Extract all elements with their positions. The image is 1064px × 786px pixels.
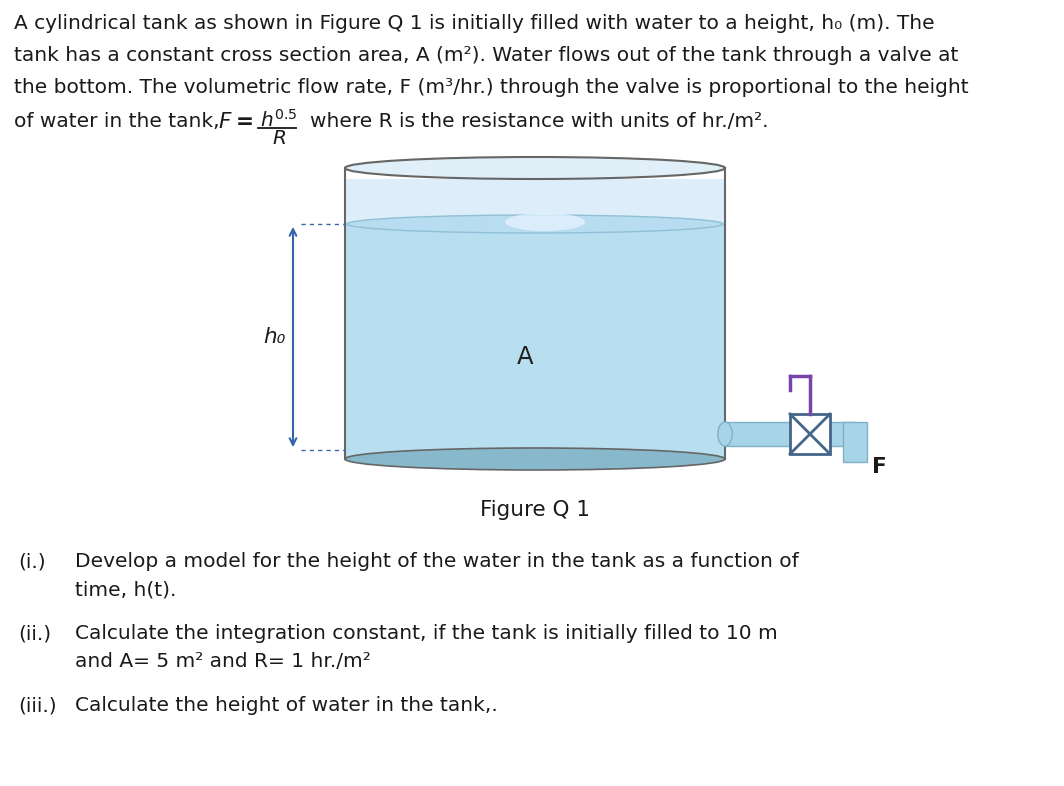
Text: (i.): (i.) xyxy=(18,552,46,571)
Text: Figure Q 1: Figure Q 1 xyxy=(480,500,591,520)
Text: the bottom. The volumetric flow rate, F (m³/hr.) through the valve is proportion: the bottom. The volumetric flow rate, F … xyxy=(14,78,968,97)
Bar xyxy=(789,414,830,454)
Bar xyxy=(346,224,724,459)
Text: A: A xyxy=(517,344,533,369)
Ellipse shape xyxy=(345,157,725,179)
Ellipse shape xyxy=(345,448,725,470)
Text: Develop a model for the height of the water in the tank as a function of: Develop a model for the height of the wa… xyxy=(74,552,799,571)
Bar xyxy=(843,422,867,462)
Text: $h^{0.5}$: $h^{0.5}$ xyxy=(260,109,297,131)
Text: A cylindrical tank as shown in Figure Q 1 is initially filled with water to a he: A cylindrical tank as shown in Figure Q … xyxy=(14,14,934,33)
Text: $\it{R}$: $\it{R}$ xyxy=(272,129,286,148)
Text: time, h(t).: time, h(t). xyxy=(74,580,177,599)
Bar xyxy=(725,422,789,446)
Bar xyxy=(346,179,724,224)
Ellipse shape xyxy=(718,422,732,446)
Text: tank has a constant cross section area, A (m²). Water flows out of the tank thro: tank has a constant cross section area, … xyxy=(14,46,959,65)
Text: Calculate the height of water in the tank,.: Calculate the height of water in the tan… xyxy=(74,696,498,715)
Text: =: = xyxy=(236,112,254,132)
Text: F: F xyxy=(872,457,886,477)
Text: of water in the tank,: of water in the tank, xyxy=(14,112,219,131)
Text: and A= 5 m² and R= 1 hr./m²: and A= 5 m² and R= 1 hr./m² xyxy=(74,652,370,671)
Bar xyxy=(345,179,725,459)
Text: (ii.): (ii.) xyxy=(18,624,51,643)
Text: $\it{F}$: $\it{F}$ xyxy=(218,112,233,132)
Bar xyxy=(830,422,855,446)
Ellipse shape xyxy=(347,215,724,233)
Ellipse shape xyxy=(505,213,585,231)
Text: (iii.): (iii.) xyxy=(18,696,56,715)
Text: h₀: h₀ xyxy=(263,327,285,347)
Text: Calculate the integration constant, if the tank is initially filled to 10 m: Calculate the integration constant, if t… xyxy=(74,624,778,643)
Text: where R is the resistance with units of hr./m².: where R is the resistance with units of … xyxy=(310,112,768,131)
